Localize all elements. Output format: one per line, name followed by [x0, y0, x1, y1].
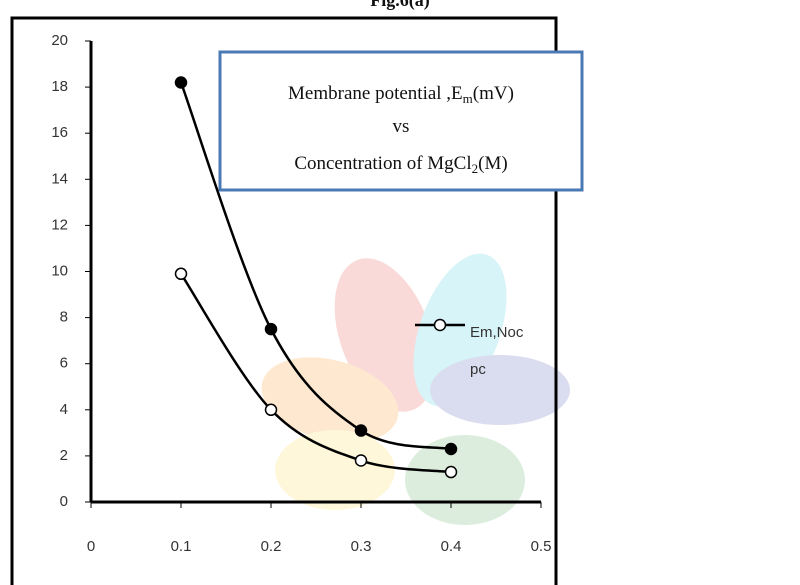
legend-marker: [435, 320, 446, 331]
y-tick-label: 12: [51, 216, 68, 233]
title-part: (mV): [473, 83, 514, 104]
x-tick-label: 0.5: [531, 538, 552, 555]
point: [356, 425, 367, 436]
point: [446, 467, 457, 478]
y-tick-label: 10: [51, 262, 68, 279]
point: [266, 404, 277, 415]
y-tick-label: 18: [51, 78, 68, 95]
y-tick-label: 6: [60, 355, 68, 372]
point: [176, 268, 187, 279]
x-tick-label: 0: [87, 538, 95, 555]
page: Fig.6(a) 0 2 4 6 8 10 12 14 16 18 20 0 0.1 0.2 0.3 0.4 0…: [0, 0, 800, 585]
legend-label: Em,Nocpc: [470, 314, 528, 388]
y-tick-label: 8: [60, 309, 68, 326]
x-tick-label: 0.2: [261, 538, 282, 555]
point: [266, 324, 277, 335]
chart-title: Membrane potential ,Em(mV): [288, 83, 514, 106]
point: [356, 455, 367, 466]
y-tick-label: 14: [51, 170, 68, 187]
chart-title: vs: [393, 116, 410, 137]
y-tick-label: 4: [60, 401, 68, 418]
title-subscript: m: [463, 91, 473, 106]
y-tick-label: 2: [60, 447, 68, 464]
x-tick-label: 0.1: [171, 538, 192, 555]
figure-label: Fig.6(a): [370, 0, 429, 11]
point: [446, 443, 457, 454]
x-tick-label: 0.3: [351, 538, 372, 555]
chart: Fig.6(a) 0 2 4 6 8 10 12 14 16 18 20 0 0.1 0.2 0.3 0.4 0…: [0, 0, 800, 585]
y-tick-label: 16: [51, 124, 68, 141]
y-tick-label: 0: [60, 493, 68, 510]
point: [176, 77, 187, 88]
title-part: (M): [478, 153, 508, 174]
title-part: vs: [393, 116, 410, 137]
x-tick-label: 0.4: [441, 538, 462, 555]
title-part: Concentration of MgCl: [294, 153, 471, 174]
title-part: Membrane potential ,E: [288, 83, 463, 104]
y-tick-label: 20: [51, 32, 68, 49]
